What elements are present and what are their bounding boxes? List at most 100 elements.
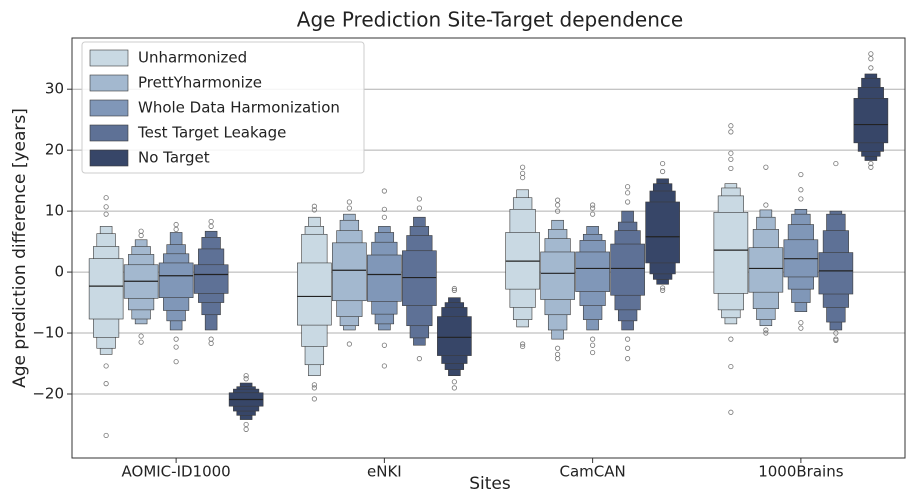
outlier	[103, 381, 109, 387]
outlier	[208, 336, 214, 342]
outlier	[173, 359, 179, 365]
outlier	[625, 190, 631, 196]
outlier	[555, 351, 561, 357]
outlier	[728, 123, 734, 129]
outlier	[763, 330, 769, 336]
legend-swatch	[89, 49, 129, 67]
outlier	[590, 342, 596, 348]
outlier	[728, 150, 734, 156]
x-axis-label: Sites	[469, 474, 511, 494]
outlier	[520, 170, 526, 176]
outlier	[555, 197, 561, 203]
outlier	[381, 342, 387, 348]
legend-frame	[81, 41, 365, 174]
outlier	[173, 336, 179, 342]
outlier	[868, 160, 874, 167]
outlier	[728, 363, 734, 370]
outlier	[208, 223, 214, 229]
outlier	[416, 196, 422, 202]
plot-frame	[71, 37, 906, 459]
outlier	[555, 356, 561, 362]
outlier	[103, 195, 109, 201]
outlier	[346, 199, 352, 205]
legend-label: Whole Data Harmonization	[138, 99, 340, 117]
legend-swatch	[89, 74, 129, 92]
outlier	[416, 356, 422, 362]
outlier	[868, 56, 874, 62]
legend-swatch	[89, 99, 129, 117]
outlier	[590, 349, 596, 356]
outlier	[451, 285, 457, 292]
outlier	[346, 205, 352, 211]
legend-swatch	[89, 124, 129, 142]
boxen-box	[367, 254, 402, 302]
y-tick-label: 0	[54, 263, 64, 281]
outlier	[520, 174, 526, 181]
boxen-box	[437, 316, 472, 356]
outlier	[451, 379, 457, 385]
outlier	[311, 385, 317, 391]
legend-swatch	[89, 149, 129, 167]
outlier	[660, 287, 666, 293]
outlier	[208, 340, 214, 346]
outlier	[833, 330, 839, 336]
outlier	[311, 382, 317, 388]
boxen-box	[158, 262, 194, 298]
outlier	[728, 129, 734, 135]
outlier	[798, 320, 804, 326]
outlier	[868, 51, 874, 57]
boxen-box	[193, 264, 229, 294]
outlier	[660, 168, 666, 175]
y-tick-label: 10	[45, 202, 64, 220]
outlier	[173, 221, 179, 228]
outlier	[625, 356, 631, 362]
outlier	[833, 160, 839, 167]
outlier	[555, 202, 561, 208]
x-tick-label: AOMIC-ID1000	[122, 463, 231, 481]
outlier	[728, 409, 734, 415]
outlier	[311, 207, 317, 213]
outlier	[520, 341, 526, 347]
outlier	[243, 373, 249, 379]
outlier	[173, 226, 179, 233]
y-tick-label: −10	[32, 324, 64, 342]
outlier	[625, 336, 631, 342]
outlier	[243, 426, 249, 432]
boxen-box	[88, 258, 124, 320]
outlier	[763, 164, 769, 170]
boxen-box	[645, 201, 680, 264]
outlier	[728, 336, 734, 342]
outlier	[381, 214, 387, 220]
boxen-box	[575, 251, 610, 292]
outlier	[590, 336, 596, 342]
outlier	[103, 363, 109, 369]
outlier	[660, 285, 666, 291]
y-tick-label: −20	[32, 384, 64, 402]
chart-title: Age Prediction Site-Target dependence	[297, 8, 683, 32]
outlier	[243, 376, 249, 382]
outlier	[625, 184, 631, 190]
outlier	[660, 160, 666, 167]
outlier	[103, 432, 109, 439]
outlier	[103, 211, 109, 217]
outlier	[381, 206, 387, 212]
outlier	[833, 337, 839, 343]
legend-label: PrettYharmonize	[138, 74, 262, 92]
boxen-box	[748, 247, 784, 293]
outlier	[138, 333, 144, 339]
x-tick-label: eNKI	[367, 463, 402, 481]
legend-label: Unharmonized	[138, 49, 247, 67]
legend-label: No Target	[138, 149, 210, 167]
outlier	[103, 204, 109, 210]
outlier	[763, 202, 769, 208]
boxen-box	[713, 212, 749, 294]
x-tick-label: CamCAN	[560, 463, 626, 481]
boxen-box	[610, 243, 645, 296]
outlier	[138, 228, 144, 234]
outlier	[728, 156, 734, 162]
boxen-box	[297, 262, 332, 326]
legend-label: Test Target Leakage	[137, 124, 286, 142]
x-tick-label: 1000Brains	[758, 463, 843, 481]
outlier	[451, 385, 457, 391]
